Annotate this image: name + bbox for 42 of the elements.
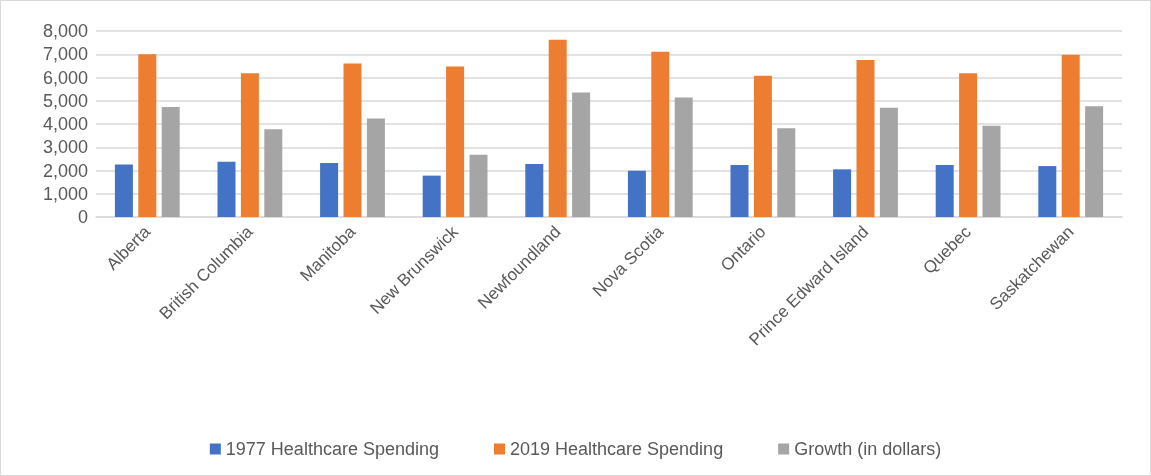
bar [935,164,954,217]
bar [264,129,283,217]
bar [730,164,749,217]
bar [446,66,465,217]
bar [138,54,157,217]
bar [525,163,544,217]
y-tick-label: 5,000 [42,90,88,111]
bar [651,51,670,217]
bar [1085,106,1104,217]
y-tick-label: 1,000 [42,183,88,204]
legend-label: 1977 Healthcare Spending [225,439,439,459]
bar [422,175,441,217]
bar [366,118,385,217]
bar [627,170,646,217]
y-tick-label: 0 [77,207,88,227]
y-tick-label: 8,000 [42,21,88,41]
y-tick-label: 3,000 [42,137,88,158]
legend-label: Growth (in dollars) [794,439,942,459]
bar [1038,166,1057,217]
bar [833,169,852,217]
bar [320,163,339,217]
legend-label: 2019 Healthcare Spending [509,439,724,459]
bar [753,75,772,217]
bar [1061,54,1080,217]
bar [548,39,567,217]
bar [572,92,591,217]
bar [240,73,259,217]
bar [217,161,236,217]
y-tick-label: 6,000 [42,67,88,88]
bar [982,125,1001,217]
bar [674,97,693,217]
y-tick-label: 7,000 [42,44,88,65]
bar [856,60,875,217]
bar [879,107,898,217]
bar [959,73,978,217]
y-tick-label: 2,000 [42,160,88,181]
y-tick-label: 4,000 [42,114,88,134]
bar [469,154,488,217]
bar [161,107,180,217]
bar [343,63,362,217]
bar [777,128,796,217]
bar [114,164,133,217]
